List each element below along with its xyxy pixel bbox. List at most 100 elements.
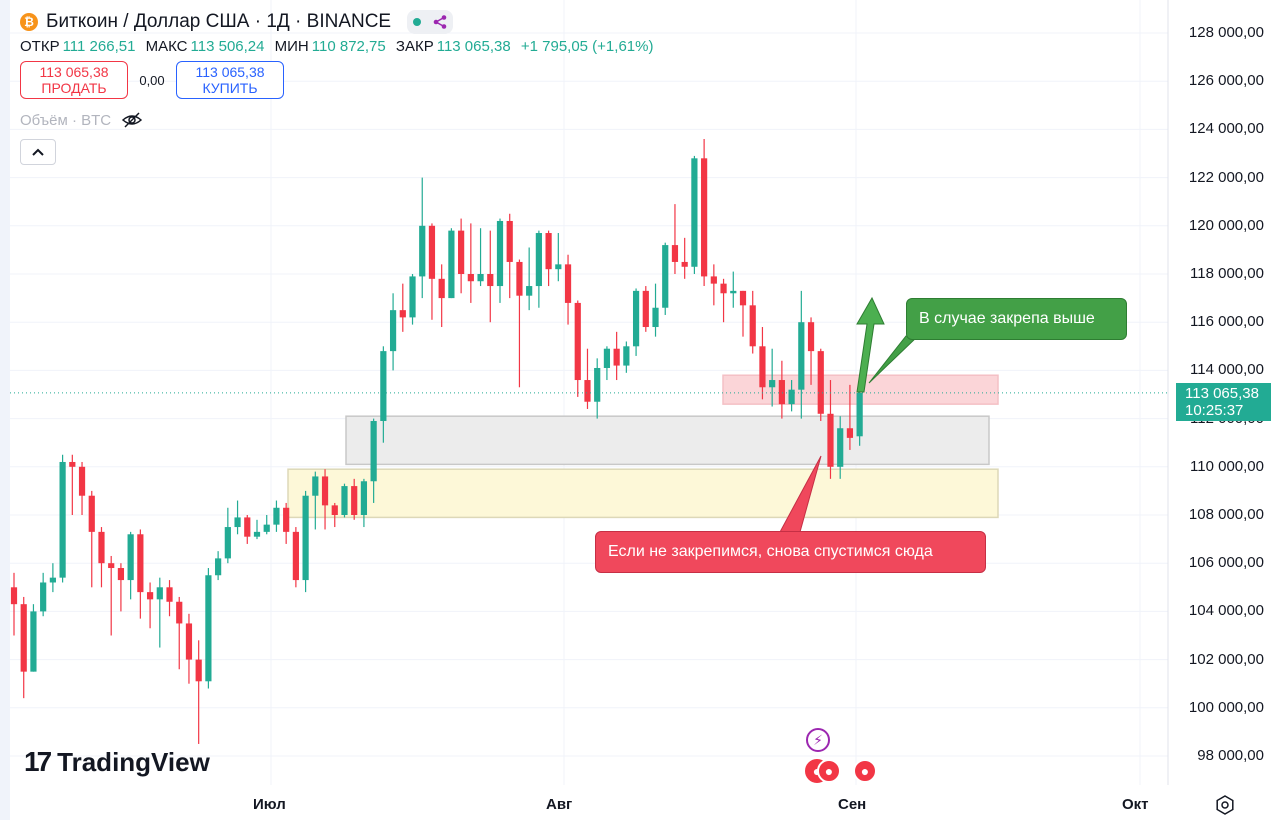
price-tick-label: 118 000,00: [1190, 265, 1264, 282]
candle-body: [292, 531, 299, 581]
candle-body: [506, 220, 513, 262]
sell-button[interactable]: 113 065,38 ПРОДАТЬ: [20, 61, 128, 99]
eye-hidden-icon[interactable]: [121, 111, 143, 129]
price-tick-label: 110 000,00: [1190, 457, 1264, 475]
price-tick-label: 114 000,00: [1190, 361, 1264, 379]
gear-icon[interactable]: [1215, 795, 1235, 815]
candle-body: [263, 524, 270, 532]
candle-body: [691, 158, 698, 267]
sell-price: 113 065,38: [39, 64, 109, 80]
candle-body: [642, 290, 649, 328]
candle-body: [341, 486, 348, 515]
candle-body: [10, 587, 18, 605]
candle-body: [78, 466, 86, 496]
candle-body: [30, 611, 37, 672]
price-tick-label: 98 000,00: [1197, 747, 1264, 764]
price-tick-label: 100 000,00: [1188, 698, 1264, 716]
candle-body: [458, 230, 465, 274]
candle-body: [448, 230, 455, 299]
candle-body: [166, 587, 173, 602]
candle-body: [856, 392, 863, 437]
candle-body: [535, 233, 542, 287]
candle-body: [837, 428, 844, 467]
candle-body: [623, 346, 630, 366]
candle-body: [273, 507, 280, 525]
price-tick-label: 104 000,00: [1188, 602, 1264, 620]
price-tick-label: 108 000,00: [1188, 506, 1264, 523]
candle-body: [477, 274, 484, 282]
candle-body: [817, 351, 824, 414]
market-status-pill[interactable]: [407, 10, 454, 34]
trade-panel: 113 065,38 ПРОДАТЬ 0,00 113 065,38 КУПИТ…: [20, 61, 659, 99]
candle-body: [244, 517, 251, 537]
candle-body: [428, 225, 436, 279]
candle-body: [20, 604, 27, 672]
volume-indicator: Объём · BTC: [20, 111, 659, 129]
chart-zones: [287, 374, 999, 519]
callout-up[interactable]: В случае закрепа выше: [906, 298, 1127, 340]
tradingview-wordmark: TradingView: [57, 746, 210, 777]
candle-body: [49, 577, 56, 583]
candle-body: [312, 476, 319, 496]
collapse-legend-button[interactable]: [20, 139, 56, 165]
up-arrow-icon: [856, 296, 885, 393]
candle-body: [603, 348, 611, 368]
candle-body: [526, 286, 533, 296]
candle-body: [98, 531, 105, 564]
candle-body: [652, 307, 659, 328]
symbol-header: ₿ Биткоин / Доллар США · 1Д · BINANCE ОТ…: [20, 9, 659, 165]
change-value: +1 795,05 (+1,61%): [520, 38, 654, 55]
candle-body: [351, 486, 358, 515]
candle-body: [788, 389, 795, 405]
candle-body: [127, 534, 134, 581]
callout-up-text: В случае закрепа выше: [919, 310, 1095, 327]
candle-body: [360, 481, 368, 515]
candle-body: [594, 367, 601, 402]
time-tick-label: Сен: [838, 796, 867, 813]
candle-body: [409, 276, 416, 318]
candle-body: [438, 278, 445, 299]
lightning-event-icon[interactable]: ⚡: [806, 728, 830, 752]
high-label: МАКС: [145, 38, 188, 55]
support-zone-yellow: [287, 468, 999, 519]
buy-label: КУПИТЬ: [202, 80, 258, 96]
price-tick-label: 124 000,00: [1188, 120, 1264, 138]
candle-body: [827, 413, 834, 467]
candle-body: [156, 587, 163, 600]
left-toolbar-edge: [0, 0, 10, 820]
candle-body: [701, 158, 708, 277]
candle-body: [681, 261, 688, 267]
symbol-title[interactable]: Биткоин / Доллар США · 1Д · BINANCE: [46, 11, 392, 32]
candle-body: [778, 380, 785, 405]
share-icon: [433, 15, 446, 29]
callout-down[interactable]: Если не закрепимся, снова спустимся сюда: [595, 531, 986, 573]
candle-body: [574, 302, 581, 381]
candle-body: [769, 380, 776, 388]
candle-body: [283, 507, 290, 532]
candle-body: [176, 601, 183, 624]
current-price-marker: 113 065,38 10:25:37: [1176, 383, 1271, 421]
candle-body: [69, 461, 76, 467]
us-flag-event-icon-3[interactable]: ●: [853, 759, 877, 783]
candle-body: [205, 575, 212, 682]
time-tick-label: Июл: [253, 796, 286, 813]
buy-price: 113 065,38: [195, 64, 265, 80]
tradingview-mark-icon: 17: [24, 746, 52, 777]
buy-button[interactable]: 113 065,38 КУПИТЬ: [176, 61, 284, 99]
candle-body: [710, 276, 717, 284]
candle-body: [321, 476, 329, 506]
candle-body: [720, 283, 727, 294]
candle-body: [146, 592, 154, 600]
candle-body: [108, 563, 115, 569]
candle-body: [632, 290, 640, 347]
candle-body: [739, 290, 747, 306]
candle-body: [662, 245, 669, 308]
spread-value: 0,00: [139, 72, 165, 88]
tradingview-logo[interactable]: 17 TradingView: [24, 746, 210, 778]
candle-body: [545, 233, 552, 270]
us-flag-event-icon-2[interactable]: ●: [817, 759, 841, 783]
candle-body: [798, 322, 805, 390]
sell-label: ПРОДАТЬ: [41, 80, 107, 96]
price-tick-label: 120 000,00: [1188, 216, 1264, 234]
